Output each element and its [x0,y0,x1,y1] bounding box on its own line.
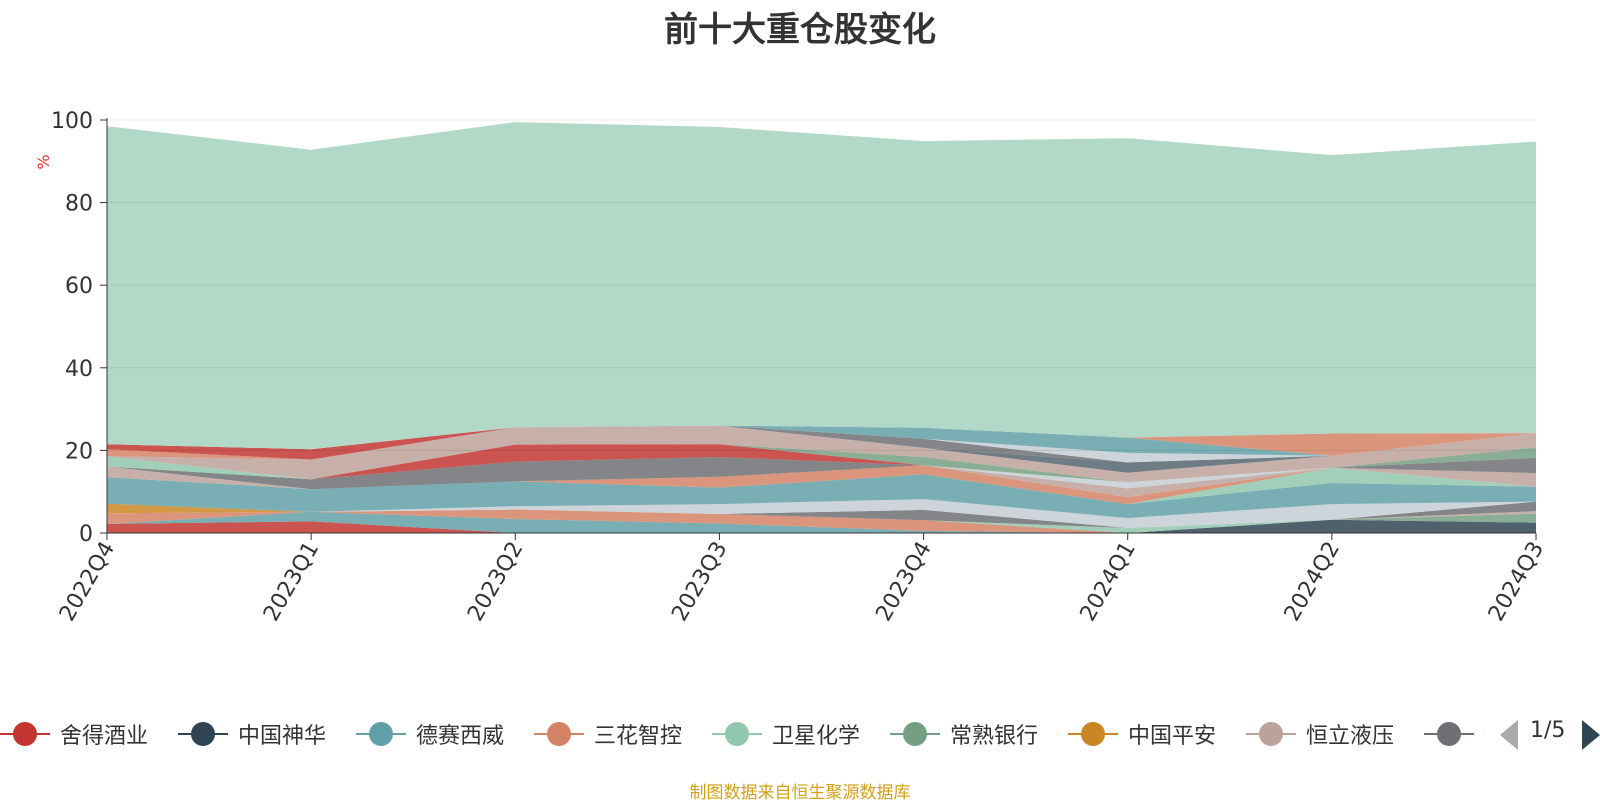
legend-marker-icon [534,712,584,756]
area-series-15[interactable] [107,457,1536,490]
legend-page-indicator: 1/5 [1530,718,1566,743]
area-series-23[interactable] [107,425,1536,473]
y-tick-label: 40 [65,357,93,382]
legend-label: 卫星化学 [772,724,861,749]
area-series-13[interactable] [107,465,1536,505]
x-tick-label: 2024Q3 [1484,538,1549,626]
legend-item[interactable]: 德赛西威 [356,712,504,756]
legend-marker-icon [1424,712,1474,756]
legend: 舍得酒业 中国神华 德赛西威 三花智控 卫星化学 常熟银行 中国平安 恒立液压 恒 [0,712,1485,756]
legend-label: 中国神华 [238,724,327,749]
legend-label: 中国平安 [1128,724,1217,749]
legend-item[interactable]: 舍得酒业 [0,712,148,756]
legend-label: 德赛西威 [416,724,505,749]
area-series-11[interactable] [107,474,1536,519]
area-series-12[interactable] [107,467,1536,505]
area-series-4[interactable] [107,509,1536,534]
area-series-27[interactable] [107,425,1536,456]
gridlines [107,119,1536,451]
legend-label: 常熟银行 [950,724,1039,749]
area-series-20[interactable] [107,425,1536,483]
legend-item[interactable]: 恒立液压 [1246,712,1394,756]
area-series-19[interactable] [107,444,1536,483]
legend-item[interactable]: 常熟银行 [890,712,1038,756]
legend-item[interactable]: 中国神华 [178,712,326,756]
legend-marker-icon [1068,712,1118,756]
y-tick-label: 100 [51,109,93,134]
legend-marker-icon [1246,712,1296,756]
area-series-8[interactable] [107,501,1536,528]
area-series-14[interactable] [107,465,1536,498]
legend-item[interactable]: 恒 [1424,712,1485,756]
legend-marker-icon [0,712,50,756]
y-tick-label: 80 [65,192,93,217]
legend-next-page-icon[interactable] [1582,720,1600,750]
legend-label: 恒 [1484,718,1485,750]
chart-plot: 0 20 40 60 80 100% 2022Q4 2023Q1 2023Q2 2023Q3 202… [34,109,1549,626]
legend-marker-icon [712,712,762,756]
x-tick-label: 2023Q3 [667,538,732,626]
area-series-26[interactable] [107,425,1536,456]
area-series-17[interactable] [107,444,1536,483]
area-series-2[interactable] [107,511,1536,533]
area-series-0[interactable] [107,521,1536,533]
legend-item[interactable]: 三花智控 [534,712,682,756]
legend-item[interactable]: 卫星化学 [712,712,860,756]
legend-label: 三花智控 [594,724,683,749]
x-tick-label: 2023Q2 [463,538,528,626]
area-series-16[interactable] [107,457,1536,489]
area-series-group [107,122,1536,533]
x-tick-label: 2022Q4 [55,538,120,626]
legend-prev-page-icon[interactable] [1500,720,1518,750]
legend-pager: 1/5 [1496,716,1600,756]
y-tick-label: 20 [65,439,93,464]
legend-marker-icon [356,712,406,756]
legend-marker-icon [178,712,228,756]
area-series-10[interactable] [107,499,1536,528]
y-axis-label: % [34,154,53,169]
area-series-28[interactable] [107,122,1536,450]
x-tick-label: 2023Q1 [259,538,324,626]
x-tick-label: 2023Q4 [871,538,936,626]
x-tick-label: 2024Q2 [1280,538,1345,626]
legend-label: 舍得酒业 [60,724,149,749]
y-tick-label: 0 [79,522,93,547]
area-series-1[interactable] [107,519,1536,533]
area-series-3[interactable] [107,509,1536,534]
x-tick-label: 2024Q1 [1076,538,1141,626]
legend-item[interactable]: 中国平安 [1068,712,1216,756]
legend-label: 恒立液压 [1306,724,1395,749]
chart-title: 前十大重仓股变化 [664,10,936,50]
legend-marker-icon [890,712,940,756]
area-series-24[interactable] [107,425,1536,463]
y-tick-label: 60 [65,274,93,299]
source-note: 制图数据来自恒生聚源数据库 [689,783,911,803]
